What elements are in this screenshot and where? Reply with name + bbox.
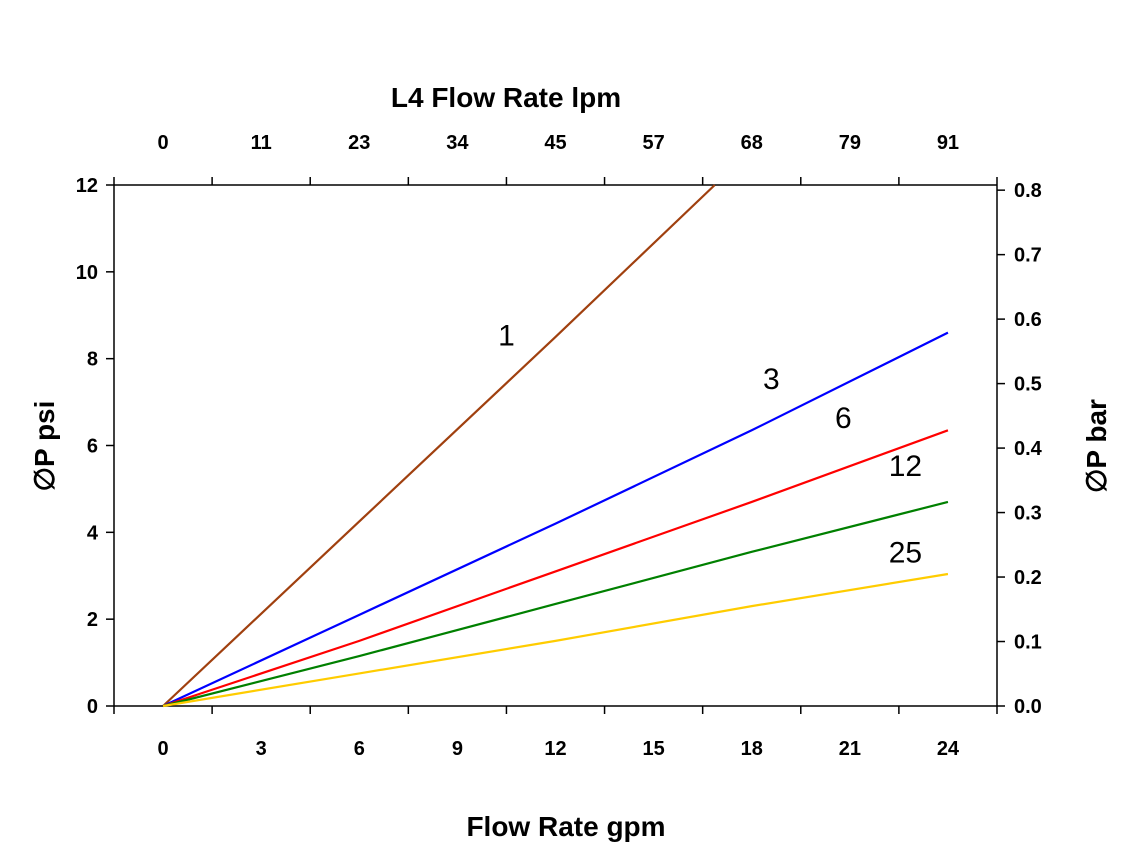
curve-label-1: 1 bbox=[498, 320, 515, 353]
top-tick-label: 0 bbox=[157, 132, 168, 154]
y2-axis-title: ∅P bar bbox=[1081, 399, 1112, 493]
top-tick-label: 34 bbox=[446, 132, 469, 154]
curve-label-12: 12 bbox=[889, 450, 922, 483]
top-tick-label: 79 bbox=[839, 132, 861, 154]
x-tick-label: 6 bbox=[354, 738, 365, 760]
y2-tick-label: 0.8 bbox=[1014, 180, 1042, 202]
y-tick-label: 4 bbox=[87, 522, 99, 544]
y-tick-label: 12 bbox=[76, 175, 98, 197]
top-tick-label: 91 bbox=[937, 132, 959, 154]
x-tick-label: 9 bbox=[452, 738, 463, 760]
y-axis-title: ∅P psi bbox=[29, 401, 60, 492]
y2-tick-label: 0.3 bbox=[1014, 503, 1042, 525]
y2-tick-label: 0.6 bbox=[1014, 309, 1042, 331]
top-tick-label: 23 bbox=[348, 132, 370, 154]
series-line-12 bbox=[162, 500, 949, 708]
top-tick-label: 11 bbox=[251, 132, 272, 154]
y-tick-label: 0 bbox=[87, 696, 98, 718]
y2-tick-label: 0.7 bbox=[1014, 245, 1042, 267]
curve-label-6: 6 bbox=[835, 402, 852, 435]
series-line-1 bbox=[162, 184, 716, 707]
x-tick-label: 24 bbox=[937, 738, 960, 760]
top-tick-label: 57 bbox=[642, 132, 664, 154]
y-tick-label: 10 bbox=[76, 262, 98, 284]
y2-tick-label: 0.1 bbox=[1014, 632, 1042, 654]
x-tick-label: 3 bbox=[256, 738, 267, 760]
y-tick-label: 6 bbox=[87, 436, 98, 458]
x-tick-label: 18 bbox=[741, 738, 763, 760]
y2-tick-label: 0.2 bbox=[1014, 567, 1042, 589]
curve-label-25: 25 bbox=[889, 537, 922, 570]
y2-tick-label: 0.5 bbox=[1014, 374, 1042, 396]
top-tick-label: 68 bbox=[741, 132, 763, 154]
curve-label-3: 3 bbox=[763, 363, 780, 396]
x-tick-label: 12 bbox=[544, 738, 566, 760]
top-tick-label: 45 bbox=[544, 132, 566, 154]
series-line-3 bbox=[162, 331, 949, 707]
x-tick-label: 15 bbox=[642, 738, 664, 760]
y-tick-label: 2 bbox=[87, 609, 98, 631]
y-tick-label: 8 bbox=[87, 349, 98, 371]
top-axis-title: L4 Flow Rate lpm bbox=[391, 82, 621, 113]
y2-tick-label: 0.0 bbox=[1014, 696, 1042, 718]
series-line-6 bbox=[162, 429, 949, 708]
y2-tick-label: 0.4 bbox=[1014, 438, 1043, 460]
x-tick-label: 21 bbox=[839, 738, 861, 760]
x-axis-title: Flow Rate gpm bbox=[466, 811, 665, 842]
series-line-25 bbox=[162, 572, 949, 708]
x-tick-label: 0 bbox=[157, 738, 168, 760]
